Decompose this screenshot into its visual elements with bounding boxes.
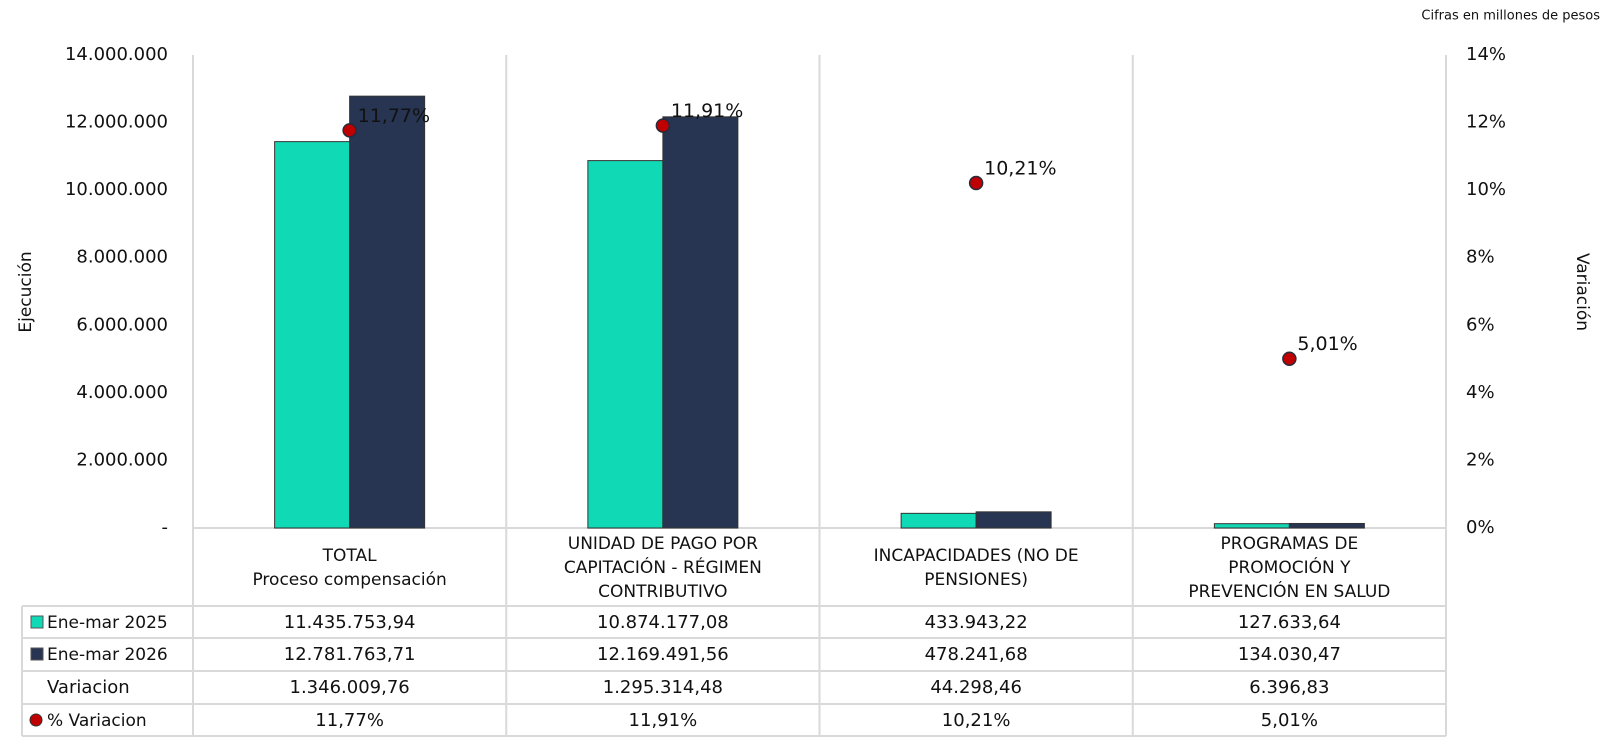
y2-tick-label: 6% — [1466, 314, 1495, 335]
y2-axis-label: Variación — [1572, 253, 1592, 331]
table-cell: 433.943,22 — [925, 612, 1028, 633]
bar — [1288, 522, 1365, 529]
note: Cifras en millones de pesos — [1421, 9, 1600, 24]
table-cell: 1.346.009,76 — [290, 677, 410, 698]
table-cell: 11,91% — [629, 710, 698, 731]
legend-label: Ene-mar 2026 — [47, 645, 168, 665]
legend-swatch — [30, 615, 44, 629]
point — [655, 118, 671, 133]
legend-swatch — [29, 713, 43, 727]
table-cell: 134.030,47 — [1238, 644, 1341, 665]
bar — [274, 141, 351, 529]
bar — [975, 511, 1052, 529]
y-tick-label: 12.000.000 — [65, 112, 168, 133]
table-cell: 11,77% — [315, 710, 384, 731]
y-tick-label: 8.000.000 — [76, 247, 168, 268]
table-cell: 478.241,68 — [925, 644, 1028, 665]
x-tick-label: INCAPACIDADES (NO DE — [874, 546, 1079, 566]
x-tick-label: UNIDAD DE PAGO POR — [568, 534, 758, 554]
bar — [349, 95, 426, 529]
x-tick-label: PROGRAMAS DE — [1221, 534, 1359, 554]
x-tick-label: CAPITACIÓN - RÉGIMEN — [564, 556, 762, 578]
y2-tick-label: 2% — [1466, 449, 1495, 470]
row-label: Variacion — [47, 677, 130, 698]
x-tick-label: PROMOCIÓN Y — [1228, 556, 1351, 578]
data-label: 11,77% — [358, 105, 430, 127]
legend-swatch — [30, 647, 44, 661]
x-tick-label: CONTRIBUTIVO — [598, 582, 727, 602]
legend-label: % Variacion — [47, 711, 147, 731]
x-tick-label: TOTAL — [322, 546, 377, 566]
y-tick-label: 14.000.000 — [65, 44, 168, 65]
data-label: 10,21% — [984, 158, 1056, 180]
table-cell: 10,21% — [942, 710, 1011, 731]
table-cell: 12.781.763,71 — [284, 644, 416, 665]
bar — [1213, 523, 1290, 529]
data-label: 5,01% — [1297, 333, 1357, 355]
y2-tick-label: 10% — [1466, 179, 1506, 200]
data-label: 11,91% — [671, 100, 743, 122]
table-cell: 44.298,46 — [930, 677, 1022, 698]
table-cell: 6.396,83 — [1249, 677, 1329, 698]
y2-tick-label: 0% — [1466, 517, 1495, 538]
table-cell: 1.295.314,48 — [603, 677, 723, 698]
x-tick-label: Proceso compensación — [252, 570, 446, 590]
y-tick-label: 10.000.000 — [65, 179, 168, 200]
y2-tick-label: 8% — [1466, 247, 1495, 268]
y-tick-label: 4.000.000 — [76, 382, 168, 403]
legend-label: Ene-mar 2025 — [47, 613, 168, 633]
table-cell: 10.874.177,08 — [597, 612, 729, 633]
x-tick-label: PREVENCIÓN EN SALUD — [1188, 580, 1390, 602]
y-tick-label: 6.000.000 — [76, 314, 168, 335]
point — [1282, 351, 1297, 366]
table-cell: 12.169.491,56 — [597, 644, 729, 665]
bar — [900, 512, 977, 529]
bar — [662, 116, 739, 529]
table-cell: 127.633,64 — [1238, 612, 1341, 633]
y-tick-label: 2.000.000 — [76, 449, 168, 470]
y-tick-label: - — [162, 517, 169, 538]
y-axis-label: Ejecución — [16, 251, 36, 332]
y2-tick-label: 14% — [1466, 44, 1506, 65]
x-tick-label: PENSIONES) — [924, 570, 1028, 590]
y2-tick-label: 4% — [1466, 382, 1495, 403]
table-cell: 5,01% — [1261, 710, 1318, 731]
point — [342, 123, 357, 138]
bar — [587, 160, 664, 529]
table-cell: 11.435.753,94 — [284, 612, 416, 633]
y2-tick-label: 12% — [1466, 112, 1506, 133]
point — [968, 175, 984, 191]
